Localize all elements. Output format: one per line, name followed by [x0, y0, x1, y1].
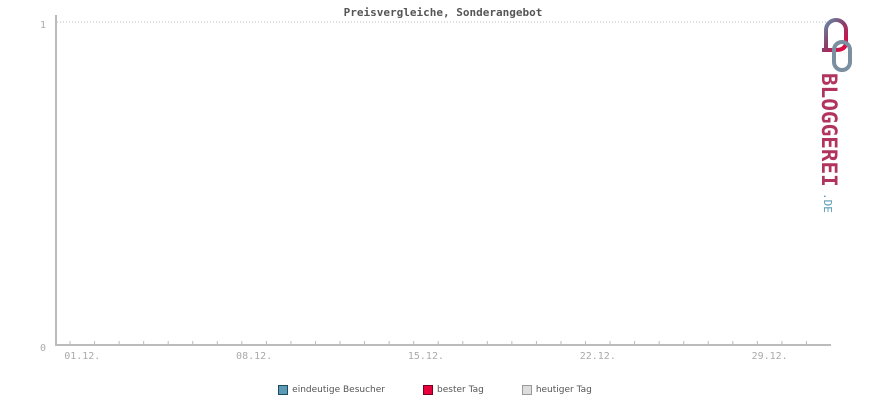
x-tick-label: 08.12. [236, 351, 272, 362]
legend-swatch [521, 385, 532, 395]
svg-text:BLOGGEREI: BLOGGEREI [817, 73, 841, 187]
y-tick-label-1: 1 [40, 20, 46, 31]
x-tick-label: 15.12. [408, 351, 444, 362]
legend-label: heutiger Tag [535, 385, 592, 395]
legend-swatch [423, 385, 433, 395]
svg-text:.DE: .DE [821, 193, 834, 213]
legend: eindeutige Besucher bester Tag heutiger … [0, 385, 870, 395]
x-tick-label: 01.12. [64, 351, 100, 362]
legend-item-best-day: bester Tag [423, 385, 484, 395]
y-tick-label-0: 0 [40, 343, 46, 354]
legend-item-today: heutiger Tag [521, 385, 592, 395]
bloggerei-logo: BLOGGEREI .DE [812, 18, 868, 218]
legend-label: eindeutige Besucher [292, 385, 385, 395]
legend-label: bester Tag [437, 385, 484, 395]
legend-item-unique-visitors: eindeutige Besucher [278, 385, 385, 395]
chart-title: Preisvergleiche, Sonderangebot [344, 6, 543, 19]
bloggerei-logo-icon: BLOGGEREI .DE [817, 18, 852, 213]
legend-swatch [278, 385, 289, 395]
x-tick-label: 29.12. [752, 351, 788, 362]
x-tick-label: 22.12. [580, 351, 616, 362]
